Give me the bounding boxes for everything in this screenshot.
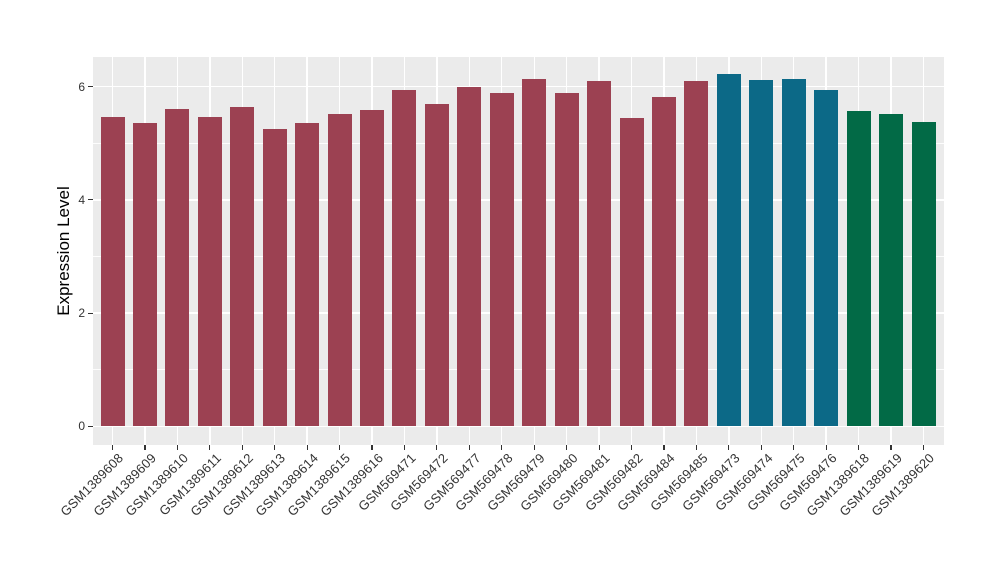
bar-GSM569484 bbox=[651, 97, 676, 427]
bar-GSM569475 bbox=[781, 79, 806, 427]
x-tick-mark bbox=[274, 445, 276, 450]
bar-GSM569479 bbox=[522, 78, 547, 427]
bar-GSM569473 bbox=[716, 73, 741, 427]
y-tick-label: 4 bbox=[78, 192, 85, 207]
x-tick-mark bbox=[728, 445, 730, 450]
bar-GSM1389620 bbox=[911, 121, 936, 427]
x-tick-mark bbox=[144, 445, 146, 450]
x-tick-mark bbox=[922, 445, 925, 450]
y-tick-label: 0 bbox=[78, 419, 85, 434]
bar-GSM1389612 bbox=[230, 107, 255, 427]
x-tick-mark bbox=[566, 445, 568, 450]
bar-GSM1389613 bbox=[262, 129, 287, 427]
gridline-minor bbox=[93, 369, 944, 371]
bar-GSM569476 bbox=[814, 89, 839, 427]
bar-GSM569478 bbox=[489, 92, 514, 427]
x-tick-mark bbox=[403, 445, 406, 450]
x-tick-mark bbox=[663, 445, 665, 450]
y-tick-mark bbox=[88, 425, 93, 427]
bar-GSM569480 bbox=[554, 93, 579, 427]
x-tick-mark bbox=[306, 445, 308, 450]
y-tick-mark bbox=[88, 312, 93, 314]
y-tick-mark bbox=[88, 199, 93, 201]
bar-GSM1389611 bbox=[197, 117, 222, 427]
x-tick-mark bbox=[793, 445, 795, 450]
bar-GSM1389614 bbox=[295, 122, 320, 427]
x-tick-mark bbox=[695, 445, 697, 450]
x-tick-mark bbox=[890, 445, 892, 450]
gridline-minor bbox=[93, 256, 944, 257]
gridline-major bbox=[93, 199, 944, 201]
bar-GSM569474 bbox=[749, 79, 774, 427]
y-tick-mark bbox=[88, 86, 93, 88]
bar-GSM1389615 bbox=[327, 114, 352, 427]
x-tick-mark bbox=[176, 445, 178, 450]
y-tick-label: 2 bbox=[78, 306, 85, 321]
gridline-major bbox=[93, 312, 944, 314]
bar-GSM1389619 bbox=[879, 114, 904, 427]
x-tick-mark bbox=[241, 445, 243, 450]
x-tick-mark bbox=[501, 445, 503, 450]
bar-GSM569471 bbox=[392, 89, 417, 427]
x-tick-mark bbox=[436, 445, 438, 450]
x-tick-mark bbox=[825, 445, 827, 450]
x-tick-mark bbox=[858, 445, 860, 450]
bar-GSM1389610 bbox=[165, 108, 190, 427]
x-tick-mark bbox=[533, 445, 535, 450]
bar-GSM1389608 bbox=[100, 116, 125, 427]
x-tick-mark bbox=[630, 445, 633, 450]
bar-GSM1389609 bbox=[132, 123, 157, 427]
x-tick-mark bbox=[338, 445, 341, 450]
x-tick-mark bbox=[371, 445, 373, 450]
gridline-major bbox=[93, 85, 944, 88]
gridline-minor bbox=[93, 142, 944, 144]
x-tick-mark bbox=[111, 445, 114, 450]
bar-GSM569472 bbox=[424, 104, 449, 427]
bar-GSM569481 bbox=[587, 81, 612, 427]
gridline-major bbox=[93, 425, 944, 428]
bar-GSM569482 bbox=[619, 117, 644, 427]
x-tick-mark bbox=[598, 445, 600, 450]
x-tick-mark bbox=[760, 445, 762, 450]
x-tick-mark bbox=[209, 445, 211, 450]
y-tick-label: 6 bbox=[78, 79, 85, 94]
bar-GSM1389618 bbox=[846, 111, 871, 427]
bar-GSM569485 bbox=[684, 81, 709, 427]
bar-GSM1389616 bbox=[360, 110, 385, 427]
x-tick-mark bbox=[468, 445, 470, 450]
bar-GSM569477 bbox=[457, 86, 482, 427]
